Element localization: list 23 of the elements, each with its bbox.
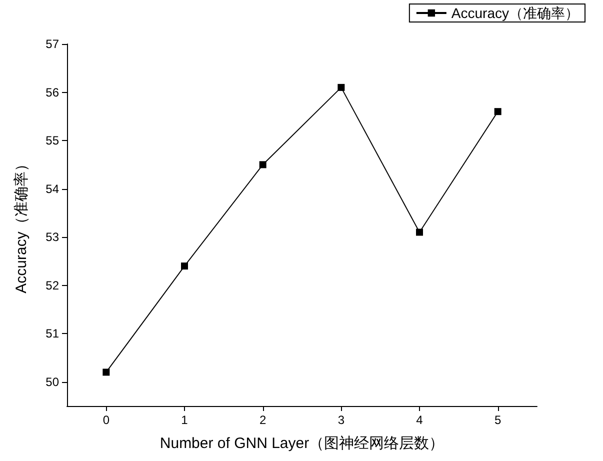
y-tick-label: 52: [46, 278, 60, 292]
y-tick-label: 57: [46, 37, 60, 51]
x-axis-title: Number of GNN Layer（图神经网络层数）: [160, 435, 444, 452]
y-axis-title: Accuracy（准确率）: [13, 156, 30, 294]
point: [181, 262, 188, 270]
y-tick-label: 53: [46, 230, 60, 244]
y-tick-label: 50: [46, 374, 60, 389]
y-tick-label: 54: [46, 182, 60, 196]
y-tick-label: 51: [46, 326, 60, 341]
x-tick-label: 0: [102, 413, 110, 427]
legend-label: Accuracy（准确率）: [451, 5, 580, 21]
x-tick-label: 3: [338, 413, 345, 427]
point: [416, 228, 423, 236]
point: [259, 161, 266, 168]
x-tick-label: 5: [494, 413, 502, 427]
x-tick-label: 1: [181, 413, 188, 427]
y-tick-label: 56: [46, 85, 60, 100]
x-tick-label: 4: [416, 413, 424, 427]
point: [102, 368, 110, 376]
y-tick-label: 55: [46, 134, 60, 148]
point: [494, 108, 502, 116]
point: [338, 84, 345, 91]
x-tick-label: 2: [259, 413, 266, 427]
